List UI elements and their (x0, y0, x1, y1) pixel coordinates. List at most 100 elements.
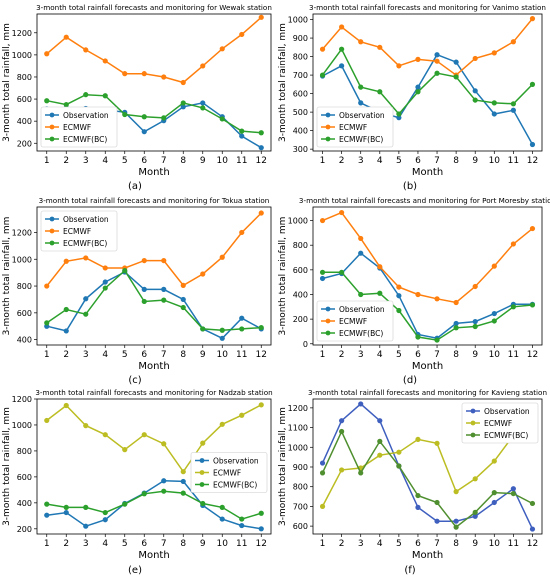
y-tick-label: 400 (17, 336, 32, 345)
legend-swatch-marker (470, 408, 476, 414)
data-point (358, 470, 364, 476)
data-point (491, 111, 497, 117)
data-point (63, 258, 69, 264)
legend-swatch-marker (470, 420, 476, 426)
data-point (258, 210, 264, 216)
data-point (63, 402, 69, 409)
data-point (396, 449, 402, 455)
panel-label: (a) (128, 181, 142, 192)
x-tick-label: 8 (453, 156, 459, 166)
data-point (44, 51, 50, 57)
data-point (491, 458, 497, 464)
x-axis-label: Month (412, 361, 443, 372)
y-axis-label: 3-month total rainfall, mm (278, 23, 288, 142)
y-tick-label: 600 (293, 522, 308, 531)
x-tick-label: 8 (453, 350, 459, 360)
x-tick-label: 10 (217, 539, 229, 549)
x-axis-label: Month (138, 167, 169, 178)
x-tick-label: 1 (320, 539, 326, 549)
data-point (161, 478, 167, 484)
y-tick-label: 1200 (12, 395, 32, 404)
plot-frame (312, 13, 543, 152)
data-point (122, 71, 128, 77)
series-line (46, 490, 262, 520)
data-point (219, 421, 225, 427)
data-point (200, 100, 206, 106)
data-point (358, 235, 364, 242)
data-point (44, 501, 50, 507)
legend-frame (190, 452, 268, 493)
y-tick-label: 1200 (12, 29, 32, 38)
legend-frame (461, 402, 539, 444)
legend-swatch-marker (325, 306, 331, 312)
data-point (141, 298, 147, 305)
series-line (46, 269, 262, 332)
plot-frame (36, 13, 272, 152)
data-point (434, 440, 440, 446)
x-tick-label: 5 (122, 350, 128, 360)
series-line (321, 18, 534, 77)
x-tick-label: 1 (44, 156, 50, 166)
x-tick-label: 11 (508, 539, 519, 549)
x-tick-label: 10 (217, 156, 229, 166)
legend-label: ECMWF (339, 317, 367, 326)
data-point (200, 440, 206, 446)
legend-swatch-marker (49, 124, 55, 130)
data-point (529, 302, 536, 308)
legend-swatch-marker (49, 228, 55, 234)
x-tick-label: 2 (339, 350, 345, 360)
data-point (83, 92, 89, 98)
x-tick-label: 7 (434, 539, 440, 549)
data-point (141, 286, 147, 292)
chart-panel-1: 3-month total rainfall forecasts and mon… (2, 3, 272, 192)
x-tick-label: 4 (377, 539, 383, 549)
data-point (377, 89, 383, 95)
data-point (180, 490, 186, 496)
data-point (161, 297, 167, 303)
plot-frame (36, 206, 272, 346)
y-axis-label: 3-month total rainfall, mm (278, 217, 288, 336)
data-point (453, 59, 459, 65)
legend-label: Observation (213, 457, 259, 466)
data-point (434, 518, 440, 524)
legend-swatch-marker (199, 470, 205, 475)
data-point (339, 467, 345, 473)
x-tick-label: 6 (141, 350, 147, 360)
x-tick-label: 1 (320, 156, 326, 166)
legend-entry: ECMWF (321, 317, 367, 326)
panel-label: (f) (404, 565, 415, 576)
legend-entry: Observation (321, 111, 385, 120)
series-ecmwf (44, 402, 264, 475)
data-point (83, 47, 89, 53)
y-tick-label: 200 (17, 139, 32, 148)
x-tick-label: 3 (83, 156, 89, 166)
chart-panel-5: 3-month total rainfall forecasts and mon… (2, 388, 273, 576)
x-tick-label: 3 (83, 539, 89, 549)
legend-entry: ECMWF (45, 123, 91, 132)
data-point (180, 296, 186, 303)
data-point (161, 441, 167, 447)
data-point (102, 279, 108, 285)
data-point (453, 74, 459, 80)
legend-label: ECMWF (63, 123, 91, 132)
legend-frame (316, 300, 394, 342)
legend-label: ECMWF(BC) (213, 481, 257, 490)
data-point (258, 14, 264, 20)
data-point (396, 307, 402, 314)
data-point (510, 304, 516, 310)
data-point (258, 510, 264, 516)
data-point (180, 100, 186, 106)
legend-swatch-marker (49, 136, 55, 142)
chart-panel-6: 3-month total rainfall forecasts and mon… (278, 388, 547, 576)
data-point (219, 504, 225, 510)
series-ecmwf (319, 16, 536, 78)
legend-entry: ECMWF (466, 419, 512, 428)
data-point (258, 130, 264, 136)
legend-entry: ECMWF (195, 469, 241, 478)
x-tick-label: 7 (434, 350, 440, 360)
x-tick-label: 1 (44, 350, 50, 360)
legend-entry: Observation (321, 305, 385, 314)
legend-swatch-marker (325, 136, 331, 142)
legend-swatch-marker (325, 318, 331, 324)
series-ecmwf-bc- (319, 46, 536, 117)
